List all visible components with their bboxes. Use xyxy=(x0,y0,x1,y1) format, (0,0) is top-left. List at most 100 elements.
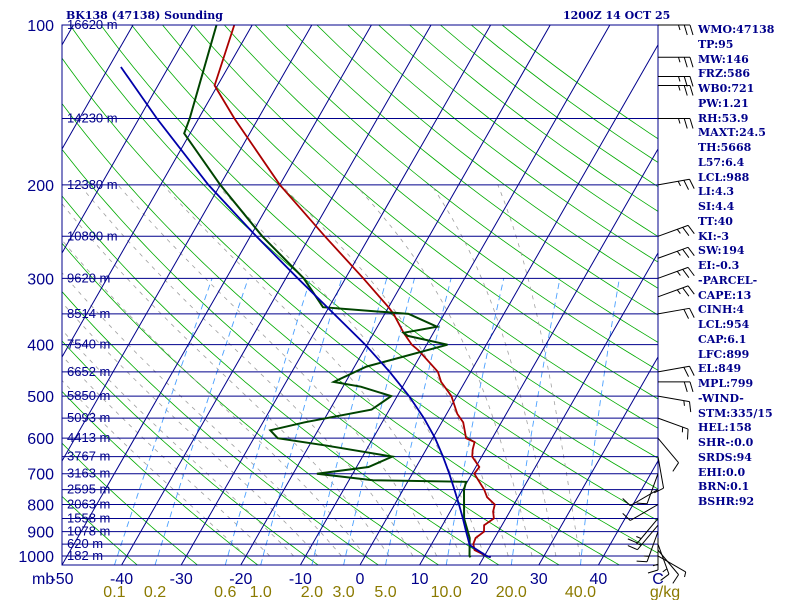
wind-barb-feather xyxy=(683,57,688,68)
sounding-time: 1200Z 14 OCT 25 xyxy=(563,9,671,22)
wind-barb-staff xyxy=(657,543,670,575)
wind-barb-feather xyxy=(687,267,695,277)
wind-barb-half-feather xyxy=(678,76,681,82)
height-label: 12380 m xyxy=(67,177,118,192)
wind-barb-feather xyxy=(689,366,695,376)
wind-barb xyxy=(658,75,694,87)
wind-barb xyxy=(658,56,694,68)
height-label: 2595 m xyxy=(67,482,110,497)
wind-barb-feather xyxy=(683,367,689,377)
wind-barb-half-feather xyxy=(678,57,681,63)
mixing-ratio-line xyxy=(445,278,505,565)
wind-barb-half-feather xyxy=(678,85,681,91)
wind-barb-feather xyxy=(687,225,695,235)
temperature-unit-label: C xyxy=(652,571,664,588)
dry-adiabat-line xyxy=(62,290,379,565)
temperature-tick-label: 10 xyxy=(411,571,429,588)
wind-barb xyxy=(622,489,659,507)
temperature-tick-label: -30 xyxy=(170,571,193,588)
wind-barb-feather xyxy=(683,76,688,87)
wind-barb-feather xyxy=(689,179,695,189)
mixing-ratio-tick-label: 5.0 xyxy=(374,584,396,600)
wind-barb xyxy=(657,246,695,259)
wind-barb xyxy=(657,266,695,279)
pressure-tick-label: 700 xyxy=(27,467,54,484)
height-label: 3163 m xyxy=(67,466,110,481)
dry-adiabat-line xyxy=(62,102,620,565)
pressure-tick-label: 200 xyxy=(27,178,54,195)
wind-barb-staff xyxy=(657,437,679,463)
dry-adiabat-line xyxy=(62,390,259,565)
dry-adiabat-line xyxy=(62,340,319,565)
mixing-ratio-line xyxy=(580,278,620,565)
wind-barb-feather xyxy=(689,76,694,87)
index-line: WMO:47138 xyxy=(698,23,775,36)
dry-adiabat-line xyxy=(347,25,658,263)
isotherms xyxy=(62,25,658,565)
isotherm-line xyxy=(62,25,253,358)
dry-adiabat-line xyxy=(100,25,658,490)
wind-barb-staff xyxy=(646,473,659,504)
temperature-tick-label: 30 xyxy=(530,571,548,588)
wind-barb-staff xyxy=(630,504,659,521)
wind-barb-feather xyxy=(689,308,695,318)
wind-barb-half-feather xyxy=(662,568,668,573)
height-label: 10890 m xyxy=(67,228,118,243)
isotherm-line xyxy=(359,43,658,565)
index-line: LCL:954 xyxy=(698,318,750,331)
wind-barb-feather xyxy=(687,247,695,256)
isotherm-line xyxy=(597,459,658,565)
wind-barb-feather xyxy=(654,487,664,494)
wind-barb-staff xyxy=(657,456,665,489)
wind-barb-half-feather xyxy=(652,563,659,567)
dry-adiabats xyxy=(62,25,658,565)
wind-barb xyxy=(654,456,665,494)
moist-adiabat-line xyxy=(62,301,318,557)
wind-barb xyxy=(657,178,695,190)
index-line: STM:335/15 xyxy=(698,406,773,420)
height-label: 4413 m xyxy=(67,430,110,445)
height-label: 1558 m xyxy=(67,510,110,525)
temperature-profile-line xyxy=(213,25,496,559)
moist-adiabat-line xyxy=(79,184,414,557)
pressure-tick-label: 400 xyxy=(27,338,54,355)
temperature-tick-label: -10 xyxy=(289,571,312,588)
dry-adiabat-line xyxy=(62,495,138,565)
index-line: L57:6.4 xyxy=(698,155,745,169)
index-line: PW:1.21 xyxy=(698,96,749,110)
mixing-ratio-line xyxy=(343,278,415,565)
mixing-ratio-tick-label: 20.0 xyxy=(496,584,527,600)
moist-adiabat-line xyxy=(117,184,438,557)
wind-barb xyxy=(657,224,695,237)
pressure-unit-label: mb xyxy=(32,571,54,588)
mixing-ratio-tick-label: 3.0 xyxy=(332,584,354,600)
dry-adiabat-line xyxy=(254,25,658,343)
index-line: WB0:721 xyxy=(698,82,755,95)
dry-adiabat-line xyxy=(62,57,658,554)
wind-barb-half-feather xyxy=(636,542,642,546)
wind-barb xyxy=(627,518,659,544)
temperature-tick-label: 40 xyxy=(590,571,608,588)
index-line: TT:40 xyxy=(698,214,733,228)
wind-barb-half-feather xyxy=(678,24,681,31)
mixing-ratio-axis-labels: 0.1 0.2 0.6 1.0 2.0 3.0 5.0 10.0 20.0 40.0 g/kg xyxy=(103,584,680,600)
isotherm-line xyxy=(419,147,658,565)
wind-barb-half-feather xyxy=(676,250,681,256)
isotherm-line xyxy=(538,355,658,565)
wind-barb-staff xyxy=(657,285,689,298)
mixing-ratio-line xyxy=(224,278,312,565)
dry-adiabat-line xyxy=(316,25,658,289)
index-line: TP:95 xyxy=(698,37,734,51)
pressure-tick-label: 300 xyxy=(27,271,54,288)
wind-barb-feather xyxy=(622,498,631,506)
mixing-ratio-tick-label: 0.2 xyxy=(144,584,166,600)
mixing-ratio-line xyxy=(154,278,249,565)
wind-barb-staff xyxy=(657,266,689,279)
wind-barb-half-feather xyxy=(683,400,685,406)
wind-barb-feather xyxy=(627,545,638,551)
wind-barb-feather xyxy=(683,180,689,190)
wind-barb-feather xyxy=(636,502,648,505)
moist-adiabat-line xyxy=(162,184,461,557)
